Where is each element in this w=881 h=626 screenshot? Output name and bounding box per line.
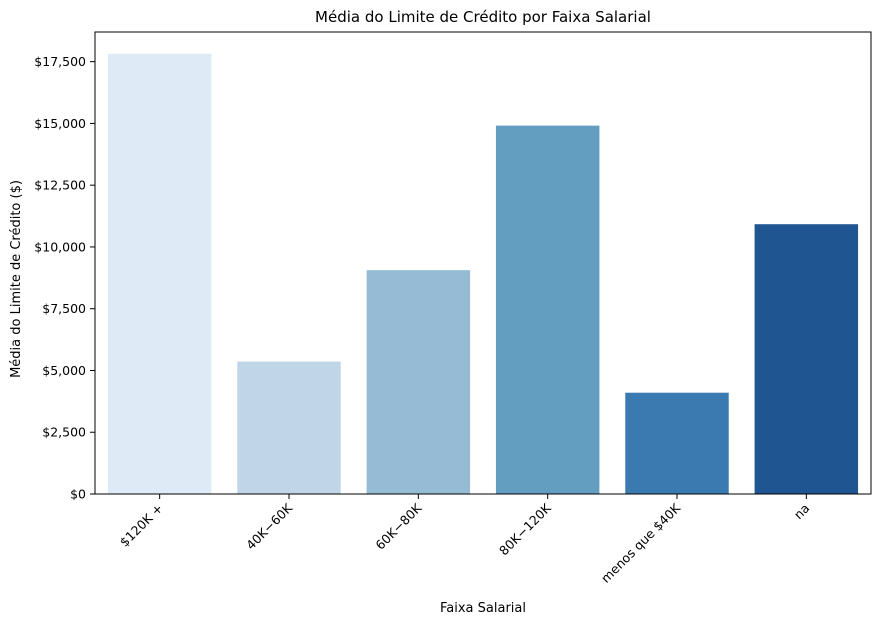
chart-title: Média do Limite de Crédito por Faixa Sal… xyxy=(315,8,651,26)
y-tick-label: $7,500 xyxy=(42,301,86,316)
x-tick-label: $120K + xyxy=(117,501,166,550)
y-tick-label: $5,000 xyxy=(42,363,86,378)
y-axis-label: Média do Limite de Crédito ($) xyxy=(9,180,24,378)
bar-1 xyxy=(107,53,212,494)
x-axis-label: Faixa Salarial xyxy=(440,601,526,616)
y-tick-label: $10,000 xyxy=(34,239,86,254)
bar-6 xyxy=(754,224,859,494)
bar-2 xyxy=(237,361,341,494)
x-tick-label: 40K−60K xyxy=(243,500,296,553)
y-tick-label: $0 xyxy=(70,487,86,502)
bar-4 xyxy=(495,125,600,495)
plot-area: $0 $2,500 $5,000 $7,500 $10,000 $12,500 $15,00… xyxy=(34,31,872,586)
bar-3 xyxy=(366,270,471,494)
bar-5 xyxy=(625,392,729,494)
x-tick-label: na xyxy=(791,501,813,523)
y-tick-label: $12,500 xyxy=(34,178,86,193)
y-tick-label: $17,500 xyxy=(34,54,86,69)
x-tick-label: 80K−120K xyxy=(496,500,554,558)
y-tick-label: $15,000 xyxy=(34,116,86,131)
x-tick-label: 60K−80K xyxy=(372,500,425,553)
y-tick-label: $2,500 xyxy=(42,425,86,440)
x-tick-label: menos que $40K xyxy=(598,500,684,586)
plot-frame xyxy=(94,31,872,495)
